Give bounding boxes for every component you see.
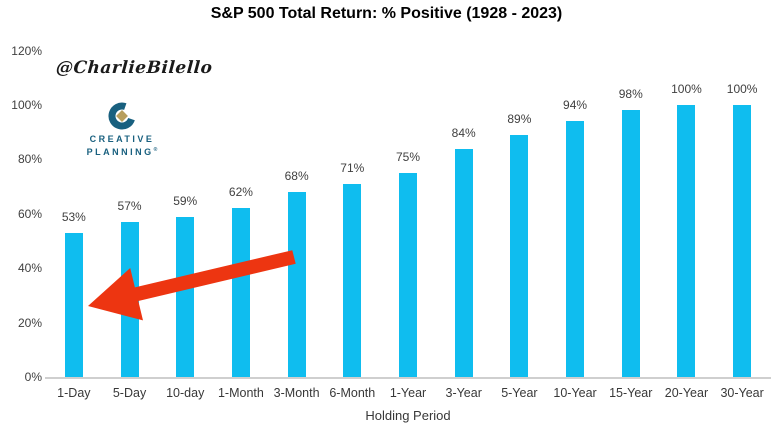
bar-value-label: 98%	[618, 87, 643, 102]
bar-3-Month	[287, 192, 306, 377]
bar-5-Year	[510, 134, 529, 377]
logo-diamond-icon	[116, 110, 128, 122]
logo-c-icon	[108, 102, 136, 130]
bar-value-label: 62%	[228, 185, 253, 200]
x-tick-label: 20-Year	[664, 386, 709, 400]
x-tick-label: 1-Year	[389, 386, 427, 400]
x-tick-label: 5-Day	[112, 386, 147, 400]
y-tick-label: 0%	[24, 370, 42, 384]
y-tick-label: 20%	[17, 315, 42, 330]
x-tick-label: 1-Day	[57, 386, 91, 400]
bar-value-label: 75%	[395, 150, 421, 164]
bar-1-Month	[231, 208, 250, 377]
x-tick-label: 6-Month	[329, 386, 376, 400]
bar-value-label: 100%	[671, 82, 702, 96]
bar-value-label: 59%	[173, 193, 198, 208]
bar-6-Month	[343, 183, 362, 377]
x-tick-label: 30-Year	[720, 386, 764, 400]
bar-1-Day	[64, 232, 83, 377]
bar-30-Year	[733, 105, 752, 377]
x-tick-label: 5-Year	[501, 386, 538, 400]
y-tick-label: 60%	[17, 206, 42, 221]
y-tick-label: 40%	[17, 261, 42, 276]
bar-value-label: 94%	[563, 98, 588, 113]
x-tick-label: 1-Month	[217, 386, 264, 400]
x-tick-label: 10-day	[166, 386, 205, 400]
chart-title: S&P 500 Total Return: % Positive (1928 -…	[210, 5, 563, 22]
x-axis-line	[45, 377, 771, 379]
bar-value-label: 100%	[726, 82, 758, 96]
x-tick-label: 3-Month	[273, 386, 320, 400]
bar-value-label: 84%	[451, 125, 476, 140]
bar-value-label: 57%	[117, 198, 142, 213]
bar-3-Year	[454, 148, 473, 377]
x-tick-label: 15-Year	[609, 386, 653, 400]
creative-planning-logo: CREATIVE PLANNING®	[74, 101, 170, 158]
bar-15-Year	[621, 110, 640, 377]
bar-1-Year	[399, 173, 417, 377]
y-tick-label: 100%	[11, 98, 42, 112]
bar-value-label: 53%	[61, 209, 86, 224]
registered-mark: ®	[153, 147, 158, 153]
bar-10-day	[176, 216, 195, 377]
bar-5-Day	[120, 221, 139, 377]
x-tick-label: 3-Year	[445, 386, 482, 400]
logo-text-creative: CREATIVE	[89, 134, 155, 144]
x-axis-title: Holding Period	[365, 408, 451, 423]
y-tick-label: 80%	[17, 152, 42, 167]
y-tick-label: 120%	[11, 43, 42, 58]
attribution-handle: @CharlieBilello	[55, 58, 214, 78]
bar-10-Year	[566, 121, 585, 377]
bar-value-label: 68%	[284, 169, 309, 184]
bar-value-label: 89%	[507, 111, 532, 126]
bar-20-Year	[677, 105, 696, 377]
logo-text-planning: PLANNING®	[86, 147, 158, 157]
bar-value-label: 71%	[340, 160, 365, 175]
x-tick-label: 10-Year	[553, 386, 597, 400]
